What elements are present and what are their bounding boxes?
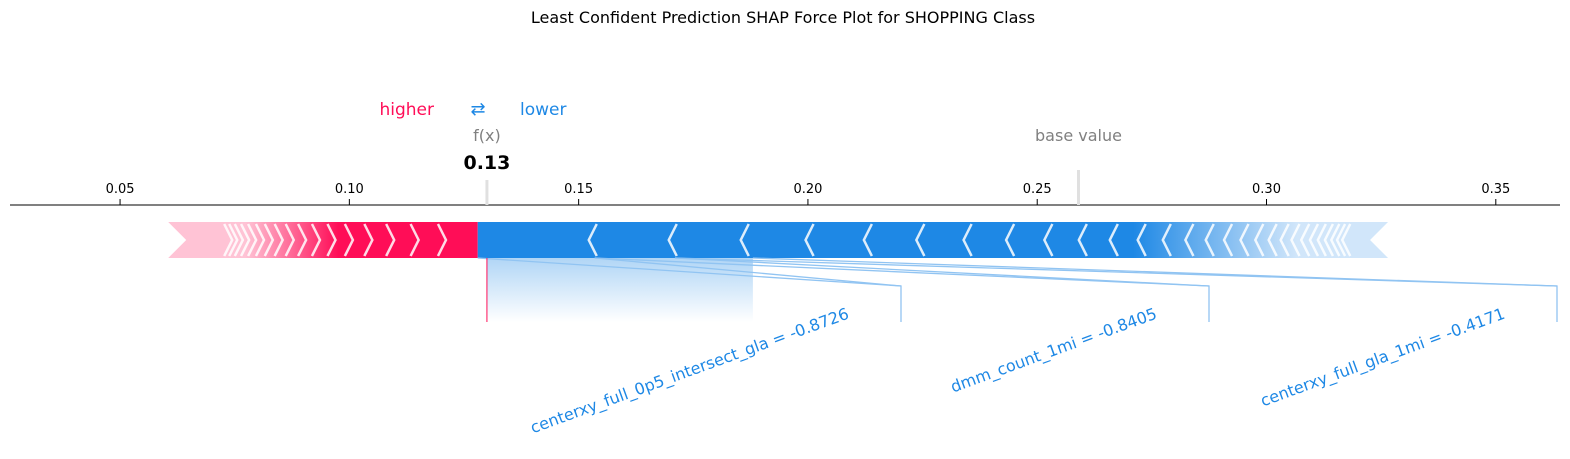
positive-segment-chevron bbox=[228, 223, 239, 257]
negative-force-bar bbox=[477, 222, 1389, 258]
negative-segment-chevron bbox=[1253, 223, 1265, 257]
x-tick-label: 0.10 bbox=[335, 182, 364, 197]
fx-value: 0.13 bbox=[463, 152, 510, 174]
negative-segment-chevron bbox=[962, 223, 973, 257]
negative-segment-chevron bbox=[1329, 223, 1341, 257]
negative-segment-chevron bbox=[1204, 223, 1215, 257]
legend-higher: higher bbox=[379, 100, 434, 120]
base-value-label: base value bbox=[1035, 126, 1122, 145]
negative-segment-chevron bbox=[1340, 223, 1352, 257]
feature-connector-line bbox=[674, 257, 1210, 287]
negative-segment-chevron bbox=[1316, 223, 1327, 257]
positive-segment-chevron bbox=[254, 223, 266, 257]
negative-segment-chevron bbox=[1299, 223, 1311, 257]
positive-segment-chevron bbox=[326, 223, 337, 257]
positive-segment-chevron bbox=[436, 223, 448, 257]
negative-segment-chevron bbox=[1222, 223, 1234, 257]
negative-segment-chevron bbox=[1279, 223, 1290, 257]
negative-segment-chevron bbox=[667, 223, 678, 257]
feature-connector-line bbox=[752, 257, 1558, 287]
feature-label: centerxy_full_gla_1mi = -0.4171 bbox=[1258, 304, 1508, 411]
negative-segment-chevron bbox=[1267, 223, 1278, 257]
legend-lower: lower bbox=[520, 100, 566, 120]
positive-segment-chevron bbox=[233, 223, 245, 257]
negative-segment-chevron bbox=[862, 223, 873, 257]
negative-segment-chevron bbox=[587, 223, 598, 257]
negative-segment-chevron bbox=[1108, 223, 1119, 257]
positive-segment-chevron bbox=[263, 223, 275, 257]
negative-segment-chevron bbox=[1335, 223, 1347, 257]
negative-segment-chevron bbox=[1290, 223, 1301, 257]
positive-segment-chevron bbox=[343, 223, 355, 257]
feature-connectors bbox=[477, 257, 1558, 322]
positive-segment-chevron bbox=[239, 223, 251, 257]
positive-force-bar bbox=[168, 222, 478, 258]
x-tick-label: 0.30 bbox=[1252, 182, 1281, 197]
chart-title: Least Confident Prediction SHAP Force Pl… bbox=[531, 8, 1035, 27]
x-axis-ticks: 0.05 0.10 0.15 0.20 0.25 0.30 0.35 bbox=[106, 182, 1510, 205]
positive-segment-chevron bbox=[284, 223, 296, 257]
negative-segment-chevron bbox=[914, 223, 926, 257]
negative-segment-chevron bbox=[1308, 223, 1320, 257]
negative-segment-chevron bbox=[1184, 223, 1195, 257]
negative-segment-chevron bbox=[1239, 223, 1250, 257]
negative-segment-chevron bbox=[804, 223, 815, 257]
feature-label: centerxy_full_0p5_intersect_gla = -0.872… bbox=[528, 304, 852, 438]
negative-segment-chevron bbox=[1004, 223, 1016, 257]
x-tick-label: 0.25 bbox=[1023, 182, 1052, 197]
legend-arrow-icon: ⇄ bbox=[470, 99, 485, 120]
force-bars bbox=[168, 222, 1389, 258]
feature-label: dmm_count_1mi = -0.8405 bbox=[948, 304, 1160, 397]
positive-segment-chevron bbox=[385, 223, 396, 257]
positive-segment-chevron bbox=[223, 223, 234, 257]
positive-segment-chevron bbox=[409, 223, 421, 257]
positive-segment-chevron bbox=[246, 223, 258, 257]
negative-segment-chevron bbox=[1042, 223, 1054, 257]
x-tick-label: 0.35 bbox=[1481, 182, 1510, 197]
negative-segment-chevron bbox=[739, 223, 750, 257]
feature-connector-line bbox=[594, 257, 902, 287]
fx-label: f(x) bbox=[473, 126, 501, 145]
feature-labels: centerxy_full_0p5_intersect_gla = -0.872… bbox=[528, 304, 1508, 438]
negative-segment-chevron bbox=[1161, 223, 1172, 257]
x-tick-label: 0.05 bbox=[106, 182, 135, 197]
positive-segment-chevron bbox=[296, 223, 308, 257]
negative-segment-chevron bbox=[1136, 223, 1147, 257]
positive-segment-chevron bbox=[363, 223, 374, 257]
negative-segment-chevron bbox=[1323, 223, 1335, 257]
positive-segment-chevron bbox=[273, 223, 285, 257]
negative-segment-chevron bbox=[1077, 223, 1088, 257]
positive-segment-chevron bbox=[310, 223, 322, 257]
x-tick-label: 0.20 bbox=[793, 182, 822, 197]
x-tick-label: 0.15 bbox=[564, 182, 593, 197]
